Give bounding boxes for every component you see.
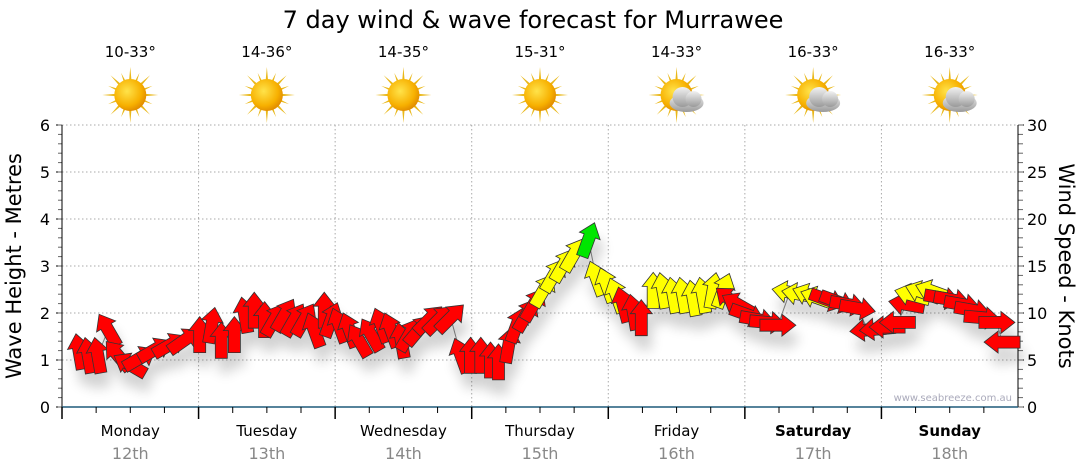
y-tick-left: 4	[40, 210, 50, 229]
temperature-label: 16-33°	[924, 43, 975, 61]
wind-arrow	[983, 330, 1021, 354]
sun-disc	[387, 79, 420, 111]
wind-arrow	[200, 306, 224, 345]
date-label: 15th	[522, 444, 559, 463]
cloud-part	[685, 91, 702, 107]
y-tick-left: 6	[40, 116, 50, 135]
sun-disc	[524, 79, 556, 111]
temperature-label: 16-33°	[788, 43, 839, 61]
wind-arrow	[629, 299, 654, 337]
y-tick-right: 20	[1027, 210, 1047, 229]
temperature-label: 14-33°	[651, 43, 702, 61]
y-tick-left: 5	[40, 163, 50, 182]
wind-arrow	[978, 310, 1016, 335]
temperature-label: 14-35°	[378, 43, 429, 61]
y-tick-right: 15	[1027, 257, 1047, 276]
day-label: Tuesday	[235, 422, 297, 440]
sun-disc	[114, 79, 147, 111]
sun-icon	[102, 67, 159, 123]
sun-cloud-icon	[921, 67, 978, 123]
y-tick-right: 30	[1027, 116, 1047, 135]
wind-arrow	[838, 297, 876, 321]
y-tick-right: 10	[1027, 304, 1047, 323]
y-tick-right: 5	[1027, 351, 1037, 370]
wind-arrow	[759, 313, 797, 338]
wind-arrow	[433, 304, 464, 336]
y-tick-left: 0	[40, 398, 50, 417]
temperature-label: 10-33°	[105, 43, 156, 61]
y-tick-left: 3	[40, 257, 50, 276]
day-label: Friday	[654, 422, 700, 440]
y-tick-left: 2	[40, 304, 50, 323]
y-axis-left-label: Wave Height - Metres	[2, 153, 26, 379]
day-label: Saturday	[775, 422, 852, 440]
cloud-shape	[806, 87, 841, 112]
sun-icon	[375, 67, 432, 123]
day-label: Wednesday	[360, 422, 447, 440]
date-label: 18th	[931, 444, 968, 463]
sun-cloud-icon	[785, 67, 842, 123]
sun-icon	[238, 67, 295, 123]
date-label: 17th	[795, 444, 832, 463]
y-tick-right: 0	[1027, 398, 1037, 417]
date-label: 13th	[248, 444, 285, 463]
date-label: 14th	[385, 444, 422, 463]
cloud-part	[822, 91, 839, 107]
watermark: www.seabreeze.com.au	[894, 393, 1012, 404]
cloud-shape	[669, 87, 704, 112]
chart-title: 7 day wind & wave forecast for Murrawee	[283, 6, 784, 34]
temperature-label: 14-36°	[241, 43, 292, 61]
y-tick-left: 1	[40, 351, 50, 370]
y-axis-right-label: Wind Speed - Knots	[1054, 163, 1078, 368]
day-label: Monday	[101, 422, 160, 440]
date-label: 12th	[112, 444, 149, 463]
sun-disc	[250, 79, 283, 111]
wind-arrow	[576, 222, 601, 260]
day-label: Sunday	[919, 422, 982, 440]
date-label: 16th	[658, 444, 695, 463]
temperature-label: 15-31°	[514, 43, 565, 61]
y-tick-right: 25	[1027, 163, 1047, 182]
sun-icon	[512, 67, 568, 123]
cloud-shape	[942, 87, 977, 112]
day-label: Thursday	[504, 422, 575, 440]
sun-cloud-icon	[648, 67, 705, 123]
wind-arrow	[878, 310, 916, 335]
cloud-part	[958, 91, 975, 107]
